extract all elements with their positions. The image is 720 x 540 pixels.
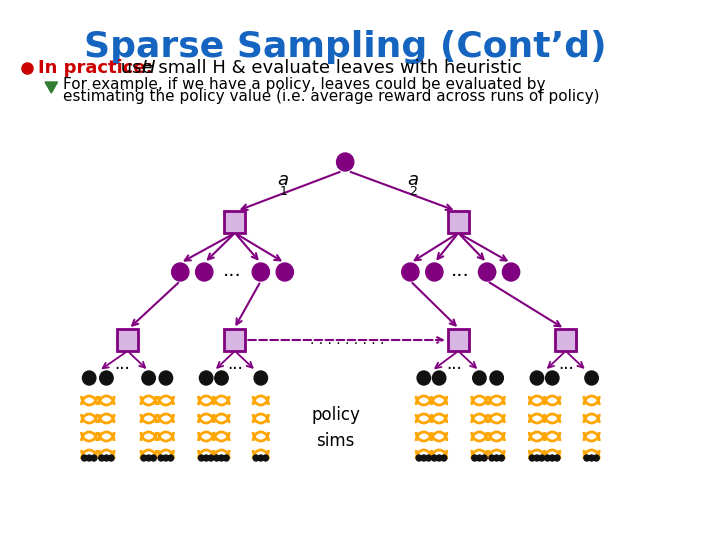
Circle shape [150, 455, 156, 461]
Text: ...: ... [451, 260, 470, 280]
Circle shape [431, 455, 437, 461]
Circle shape [83, 371, 96, 385]
Circle shape [141, 455, 147, 461]
Bar [448, 211, 469, 233]
Circle shape [549, 455, 555, 461]
Text: policy
sims: policy sims [311, 406, 360, 450]
Circle shape [473, 371, 486, 385]
Circle shape [589, 455, 595, 461]
Circle shape [108, 455, 114, 461]
Bar [117, 329, 138, 351]
Circle shape [426, 455, 431, 461]
Circle shape [503, 263, 520, 281]
Circle shape [482, 455, 487, 461]
Circle shape [479, 263, 495, 281]
Circle shape [436, 455, 442, 461]
Circle shape [104, 455, 109, 461]
Circle shape [253, 455, 259, 461]
Circle shape [199, 455, 204, 461]
Circle shape [593, 455, 599, 461]
Circle shape [208, 455, 214, 461]
Circle shape [426, 263, 443, 281]
Circle shape [534, 455, 540, 461]
Circle shape [99, 371, 113, 385]
Circle shape [417, 371, 431, 385]
Circle shape [81, 455, 87, 461]
Circle shape [163, 455, 168, 461]
Text: In practice:: In practice: [38, 59, 153, 77]
Text: Sparse Sampling (Cont’d): Sparse Sampling (Cont’d) [84, 30, 606, 64]
Circle shape [498, 455, 504, 461]
Circle shape [336, 153, 354, 171]
Circle shape [168, 455, 174, 461]
Circle shape [276, 263, 293, 281]
Circle shape [546, 371, 559, 385]
Text: a: a [277, 171, 288, 189]
Circle shape [421, 455, 427, 461]
Circle shape [539, 455, 544, 461]
Circle shape [252, 263, 269, 281]
Text: ...: ... [114, 355, 130, 373]
Circle shape [223, 455, 229, 461]
Circle shape [489, 455, 495, 461]
Circle shape [477, 455, 482, 461]
Circle shape [263, 455, 269, 461]
Circle shape [142, 371, 156, 385]
Circle shape [145, 455, 151, 461]
Circle shape [416, 455, 422, 461]
Circle shape [433, 371, 446, 385]
Text: use small H & evaluate leaves with heuristic: use small H & evaluate leaves with heuri… [115, 59, 522, 77]
Circle shape [203, 455, 209, 461]
Polygon shape [45, 82, 58, 93]
Circle shape [584, 455, 590, 461]
Bar [555, 329, 576, 351]
Circle shape [214, 455, 220, 461]
Text: H: H [142, 59, 156, 77]
Circle shape [99, 455, 104, 461]
Circle shape [171, 263, 189, 281]
Circle shape [490, 371, 503, 385]
Circle shape [494, 455, 500, 461]
Circle shape [159, 371, 173, 385]
Circle shape [472, 455, 477, 461]
Bar [225, 329, 246, 351]
Text: For example, if we have a policy, leaves could be evaluated by: For example, if we have a policy, leaves… [63, 77, 546, 91]
Circle shape [402, 263, 419, 281]
Circle shape [219, 455, 225, 461]
Text: ...: ... [223, 260, 242, 280]
Circle shape [585, 371, 598, 385]
Bar [448, 329, 469, 351]
Text: ...: ... [446, 355, 462, 373]
Text: 1: 1 [280, 185, 288, 198]
Text: estimating the policy value (i.e. average reward across runs of policy): estimating the policy value (i.e. averag… [63, 89, 600, 104]
Circle shape [215, 371, 228, 385]
Circle shape [554, 455, 560, 461]
Text: a: a [407, 171, 418, 189]
Circle shape [441, 455, 447, 461]
Circle shape [196, 263, 213, 281]
Circle shape [91, 455, 97, 461]
Text: . . . . . . . . .: . . . . . . . . . [310, 333, 384, 347]
Text: 2: 2 [410, 185, 418, 198]
Circle shape [258, 455, 264, 461]
Text: ...: ... [227, 355, 243, 373]
Circle shape [86, 455, 92, 461]
Circle shape [530, 371, 544, 385]
Text: ...: ... [558, 355, 574, 373]
Circle shape [544, 455, 550, 461]
Circle shape [254, 371, 268, 385]
Circle shape [199, 371, 213, 385]
Circle shape [158, 455, 164, 461]
Circle shape [529, 455, 535, 461]
Bar [225, 211, 246, 233]
